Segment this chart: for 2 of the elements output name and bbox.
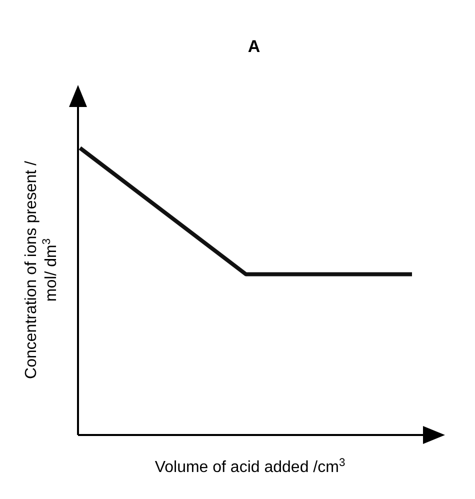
x-axis-title: Volume of acid added /cm$^{3}$ <box>154 457 346 476</box>
chart-title: A <box>248 37 260 56</box>
